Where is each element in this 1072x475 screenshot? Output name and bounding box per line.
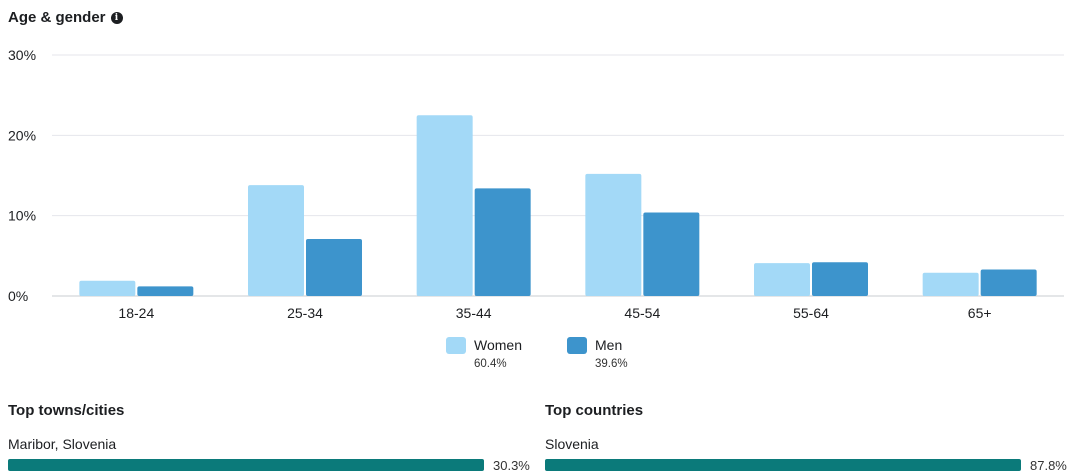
bar-women-25-34 <box>248 185 304 296</box>
y-tick-label: 20% <box>8 127 36 143</box>
bar-men-25-34 <box>306 238 362 296</box>
top-countries-section: Top countries Slovenia 87.8% <box>545 402 1067 473</box>
country-value: 87.8% <box>1030 458 1067 473</box>
bar-men-18-24 <box>137 286 194 296</box>
country-bar-fill <box>545 459 1021 471</box>
x-tick-label: 18-24 <box>118 305 154 321</box>
chart-title: Age & gender <box>8 9 106 26</box>
x-tick-label: 65+ <box>968 305 992 321</box>
top-countries-title: Top countries <box>545 402 644 419</box>
bar-women-18-24 <box>79 280 136 296</box>
x-tick-label: 35-44 <box>456 305 492 321</box>
top-cities-section: Top towns/cities Maribor, Slovenia 30.3% <box>8 402 530 473</box>
x-tick-label: 55-64 <box>793 305 829 321</box>
legend-pct-women: 60.4% <box>474 358 507 370</box>
city-value: 30.3% <box>493 458 530 473</box>
bar-men-55-64 <box>812 262 868 296</box>
bar-men-35-44 <box>474 188 531 296</box>
chart-legend: Women 60.4% Men 39.6% <box>0 337 1072 377</box>
bar-men-65+ <box>980 269 1037 296</box>
info-icon[interactable]: i <box>110 11 123 24</box>
bar-women-45-54 <box>585 173 642 296</box>
legend-pct-men: 39.6% <box>595 358 628 370</box>
country-bar <box>545 459 1021 471</box>
bar-women-35-44 <box>416 115 473 296</box>
country-label: Slovenia <box>545 436 599 452</box>
section-header: Age & gender i <box>8 9 123 26</box>
top-cities-title: Top towns/cities <box>8 402 125 419</box>
y-tick-label: 0% <box>8 288 28 304</box>
x-tick-label: 25-34 <box>287 305 323 321</box>
age-gender-chart: 0% 10% 20% 30% 18-24 25-34 35-44 45-54 55-64 65+ <box>8 47 1064 321</box>
city-bar <box>8 459 484 471</box>
legend-label-women: Women <box>474 337 522 353</box>
legend-swatch-women <box>446 337 466 354</box>
city-bar-fill <box>8 459 484 471</box>
city-label: Maribor, Slovenia <box>8 436 117 452</box>
y-tick-label: 10% <box>8 208 36 224</box>
legend-label-men: Men <box>595 337 623 353</box>
bar-women-65+ <box>922 272 979 296</box>
x-tick-label: 45-54 <box>624 305 660 321</box>
bar-women-55-64 <box>754 263 810 296</box>
bar-men-45-54 <box>643 212 700 296</box>
y-tick-label: 30% <box>8 47 36 63</box>
legend-swatch-men <box>567 337 587 354</box>
